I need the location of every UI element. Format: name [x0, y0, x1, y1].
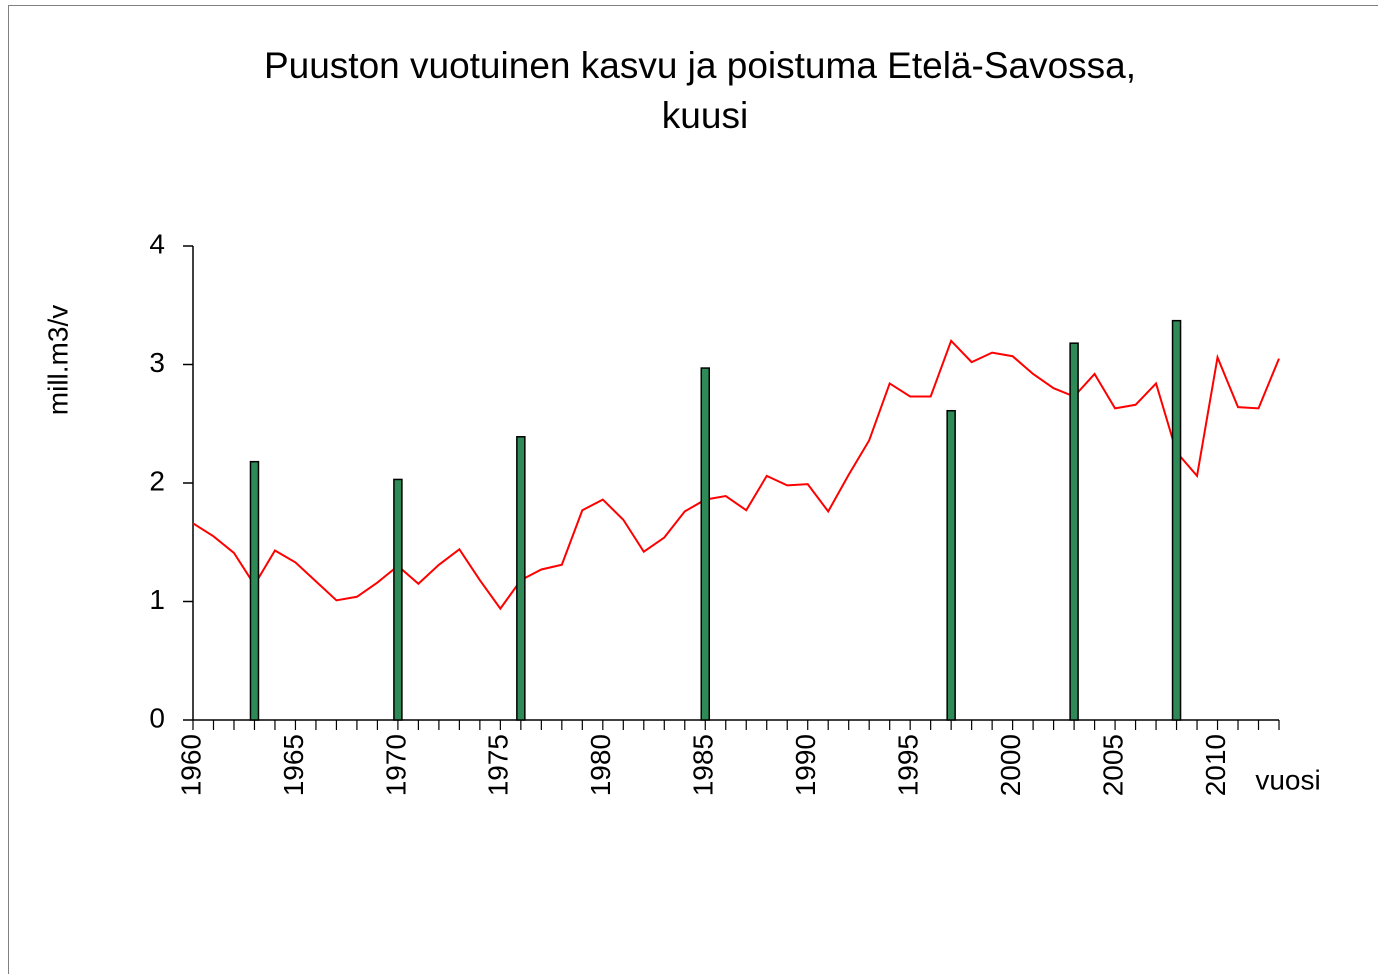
bar: [250, 462, 258, 720]
bar: [701, 368, 709, 720]
x-tick-label: 1965: [278, 734, 309, 796]
x-tick-label: 1990: [790, 734, 821, 796]
x-tick-label: 1970: [380, 734, 411, 796]
bar: [517, 437, 525, 720]
x-tick-label: 2000: [995, 734, 1026, 796]
y-tick-label: 0: [149, 702, 165, 733]
chart-title: kuusi: [662, 95, 748, 136]
bar: [1173, 321, 1181, 720]
x-tick-label: 1980: [585, 734, 616, 796]
y-tick-label: 2: [149, 465, 165, 496]
bar: [1070, 343, 1078, 720]
y-tick-label: 4: [149, 228, 165, 259]
bar: [947, 411, 955, 720]
x-tick-label: 1960: [175, 734, 206, 796]
y-axis-label: mill.m3/v: [42, 305, 73, 415]
chart-title: Puuston vuotuinen kasvu ja poistuma Etel…: [264, 45, 1136, 86]
x-axis-label: vuosi: [1255, 764, 1320, 795]
line: [193, 341, 1279, 609]
x-tick-label: 1995: [893, 734, 924, 796]
bar: [394, 479, 402, 720]
x-tick-label: 1975: [483, 734, 514, 796]
x-tick-label: 1985: [688, 734, 719, 796]
y-tick-label: 1: [149, 584, 165, 615]
x-tick-label: 2010: [1200, 734, 1231, 796]
x-tick-label: 2005: [1097, 734, 1128, 796]
y-tick-label: 3: [149, 347, 165, 378]
